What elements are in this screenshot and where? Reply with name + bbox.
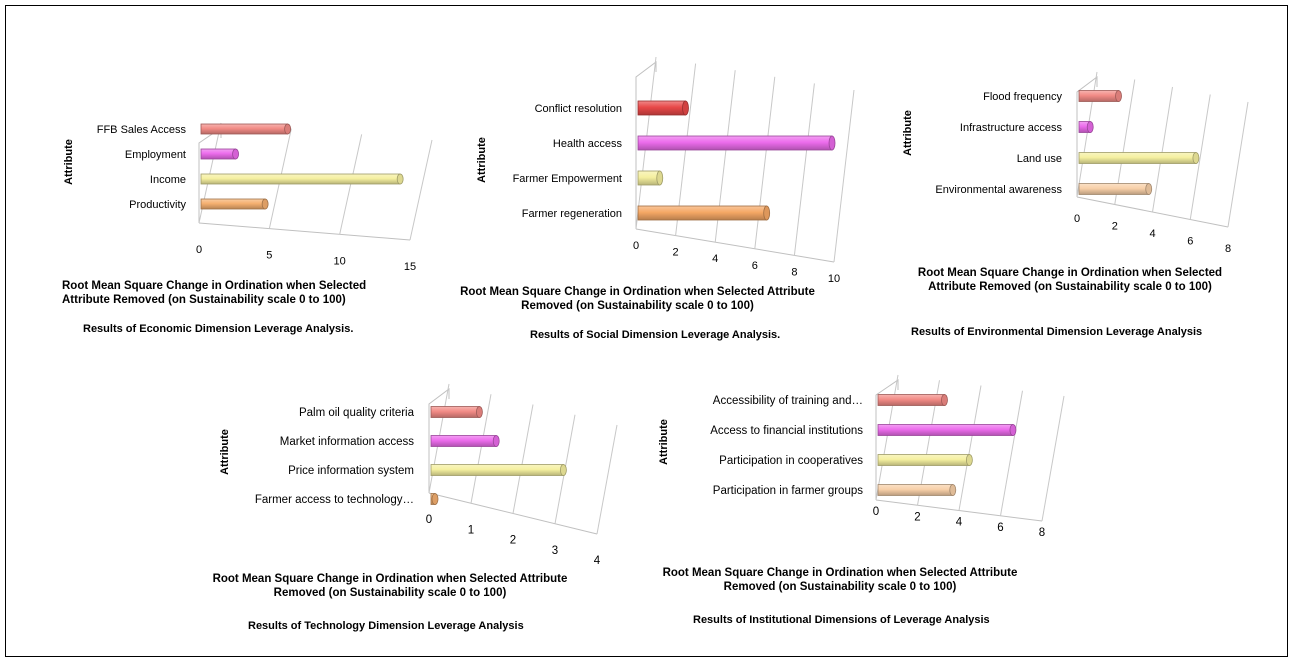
category-label: Infrastructure access bbox=[960, 122, 1063, 134]
category-label: Participation in farmer groups bbox=[713, 485, 863, 497]
tick-label: 2 bbox=[914, 511, 920, 523]
tick-label: 1 bbox=[468, 524, 474, 536]
environmental-caption: Results of Environmental Dimension Lever… bbox=[911, 326, 1203, 338]
y-axis-label: Attribute bbox=[63, 139, 75, 185]
bar-3 bbox=[430, 464, 567, 476]
tick-label: 4 bbox=[712, 253, 718, 265]
category-label: Health access bbox=[553, 138, 623, 150]
bar-4 bbox=[637, 205, 771, 221]
category-label: Land use bbox=[1017, 153, 1062, 165]
tick-label: 15 bbox=[404, 261, 416, 273]
tick-label: 0 bbox=[1074, 213, 1080, 225]
bar-3 bbox=[1078, 152, 1200, 164]
tick-label: 0 bbox=[426, 514, 432, 526]
tick-label: 10 bbox=[334, 255, 346, 267]
bar-4 bbox=[430, 493, 439, 505]
category-label: Participation in cooperatives bbox=[719, 455, 863, 467]
tick-label: 0 bbox=[873, 506, 879, 518]
category-label: Farmer regeneration bbox=[522, 208, 622, 220]
institutional-xlabel: Root Mean Square Change in Ordination wh… bbox=[662, 567, 1018, 593]
bar-2 bbox=[430, 435, 500, 447]
bar-3 bbox=[637, 170, 664, 186]
tick-label: 6 bbox=[997, 522, 1003, 534]
category-label: Farmer Empowerment bbox=[513, 173, 622, 185]
tick-label: 4 bbox=[594, 555, 601, 567]
tick-label: 0 bbox=[633, 240, 639, 252]
category-label: Accessibility of training and… bbox=[713, 395, 863, 407]
institutional-caption: Results of Institutional Dimensions of L… bbox=[693, 614, 990, 626]
tick-label: 2 bbox=[673, 247, 679, 259]
tick-label: 10 bbox=[828, 273, 840, 285]
tick-label: 2 bbox=[1112, 221, 1118, 233]
tick-label: 6 bbox=[752, 260, 758, 272]
bar-3 bbox=[877, 454, 973, 466]
bar-4 bbox=[200, 198, 269, 210]
category-label: Conflict resolution bbox=[535, 103, 622, 115]
economic-xlabel: Root Mean Square Change in Ordination wh… bbox=[62, 280, 367, 306]
y-axis-label: Attribute bbox=[476, 137, 488, 183]
tick-label: 4 bbox=[1149, 228, 1155, 240]
tick-label: 6 bbox=[1187, 236, 1193, 248]
y-axis-label: Attribute bbox=[902, 110, 914, 156]
category-label: Environmental awareness bbox=[935, 184, 1062, 196]
category-label: Price information system bbox=[288, 465, 414, 477]
bar-1 bbox=[1078, 90, 1122, 102]
bar-2 bbox=[1078, 121, 1094, 133]
tick-label: 2 bbox=[510, 535, 516, 547]
tick-label: 8 bbox=[1225, 243, 1231, 255]
tick-label: 4 bbox=[956, 517, 963, 529]
social-xlabel: Root Mean Square Change in Ordination wh… bbox=[460, 286, 815, 312]
category-label: Flood frequency bbox=[983, 91, 1062, 103]
y-axis-label: Attribute bbox=[658, 419, 670, 465]
tick-label: 8 bbox=[791, 266, 797, 278]
category-label: Market information access bbox=[280, 436, 414, 448]
bar-4 bbox=[877, 484, 957, 496]
bar-1 bbox=[637, 100, 689, 116]
environmental-xlabel: Root Mean Square Change in Ordination wh… bbox=[917, 267, 1223, 293]
tick-label: 3 bbox=[552, 545, 558, 557]
social-caption: Results of Social Dimension Leverage Ana… bbox=[530, 329, 781, 341]
tick-label: 5 bbox=[266, 250, 272, 262]
economic-caption: Results of Economic Dimension Leverage A… bbox=[83, 323, 354, 335]
bar-2 bbox=[877, 424, 1017, 436]
bar-4 bbox=[1078, 183, 1153, 195]
category-label: Farmer access to technology… bbox=[255, 494, 414, 506]
category-label: Palm oil quality criteria bbox=[299, 407, 415, 419]
bar-1 bbox=[430, 406, 483, 418]
y-axis-label: Attribute bbox=[219, 429, 231, 475]
tick-label: 0 bbox=[196, 244, 202, 256]
category-label: Productivity bbox=[129, 199, 186, 211]
tick-label: 8 bbox=[1039, 527, 1045, 539]
category-label: Income bbox=[150, 174, 186, 186]
bar-3 bbox=[200, 173, 404, 185]
technology-xlabel: Root Mean Square Change in Ordination wh… bbox=[212, 573, 568, 599]
bar-2 bbox=[637, 135, 836, 151]
bar-1 bbox=[877, 394, 948, 406]
bar-1 bbox=[200, 123, 292, 135]
category-label: Access to financial institutions bbox=[710, 425, 863, 437]
bar-2 bbox=[200, 148, 239, 160]
category-label: FFB Sales Access bbox=[97, 124, 187, 136]
technology-caption: Results of Technology Dimension Leverage… bbox=[248, 620, 524, 632]
category-label: Employment bbox=[125, 149, 186, 161]
